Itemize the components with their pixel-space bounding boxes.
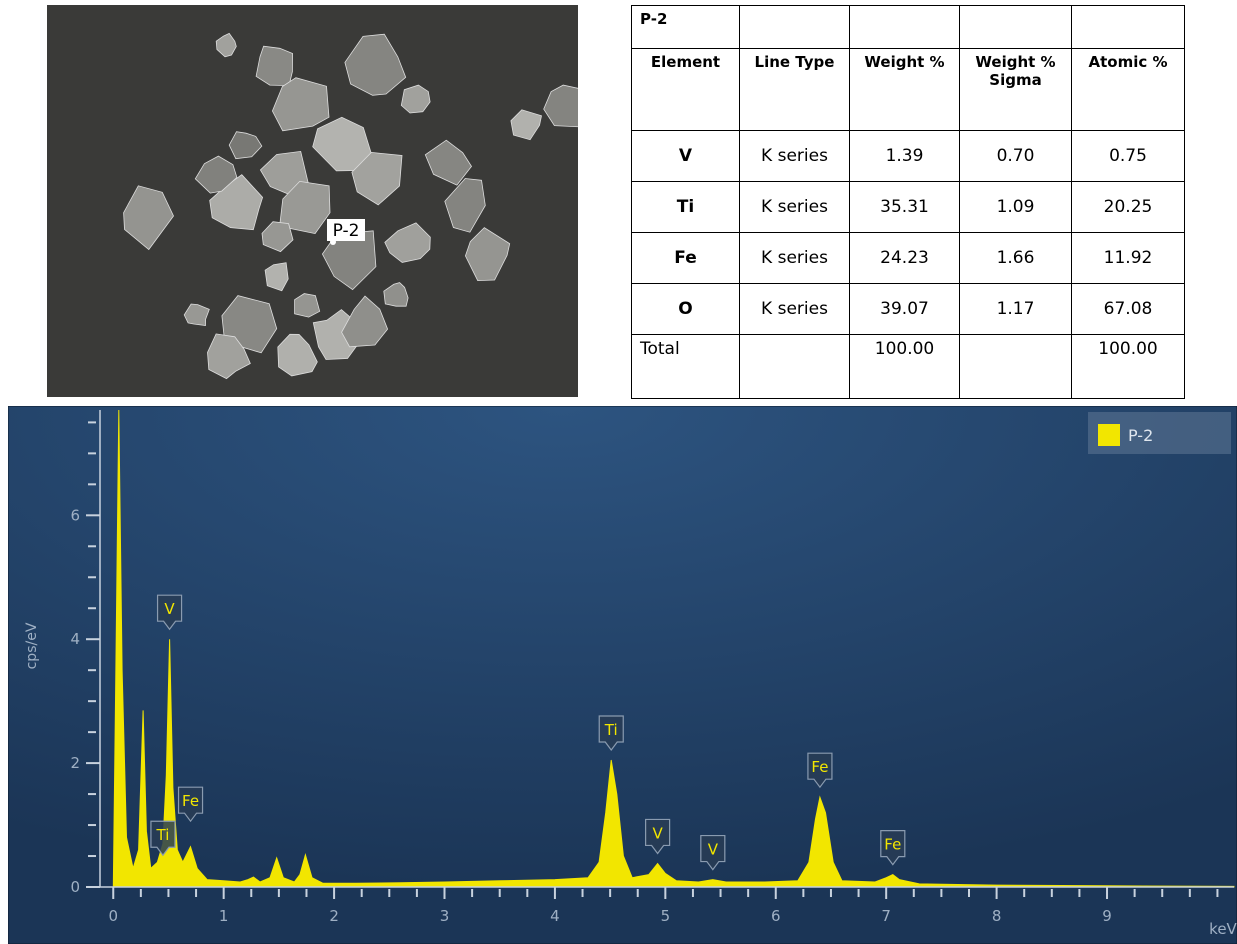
spectrum-chart: cps/eV keV 0 1 2 3 4 5 6 7 8 9 0 2 4 6 V Ti Fe Ti V V Fe Fe P-… bbox=[8, 406, 1237, 944]
x-tick-label: 9 bbox=[1102, 907, 1112, 925]
table-cell: K series bbox=[740, 284, 850, 335]
y-tick-label: 6 bbox=[70, 506, 80, 524]
table-cell: 1.09 bbox=[960, 182, 1072, 233]
x-tick-label: 5 bbox=[661, 907, 671, 925]
total-weight: 100.00 bbox=[850, 335, 960, 399]
table-cell: 35.31 bbox=[850, 182, 960, 233]
table-cell: 0.70 bbox=[960, 131, 1072, 182]
eds-table: P-2 Element Line Type Weight % Weight % … bbox=[631, 5, 1185, 399]
y-axis-label: cps/eV bbox=[24, 622, 40, 669]
table-cell: 67.08 bbox=[1072, 284, 1185, 335]
column-header: Weight % bbox=[850, 49, 960, 131]
table-cell: 1.17 bbox=[960, 284, 1072, 335]
x-tick-label: 0 bbox=[108, 907, 118, 925]
particle bbox=[256, 46, 293, 85]
peak-label-text: V bbox=[164, 600, 175, 618]
point-marker bbox=[330, 239, 336, 245]
legend-swatch bbox=[1098, 424, 1120, 446]
point-label: P-2 bbox=[333, 221, 360, 241]
table-cell: K series bbox=[740, 131, 850, 182]
table-cell: Ti bbox=[632, 182, 740, 233]
table-cell: 20.25 bbox=[1072, 182, 1185, 233]
table-cell: 39.07 bbox=[850, 284, 960, 335]
x-axis-label: keV bbox=[1209, 920, 1237, 938]
table-cell: O bbox=[632, 284, 740, 335]
particle bbox=[295, 294, 320, 318]
table-cell: 24.23 bbox=[850, 233, 960, 284]
total-atomic: 100.00 bbox=[1072, 335, 1185, 399]
legend-label: P-2 bbox=[1128, 426, 1153, 445]
column-header: Atomic % bbox=[1072, 49, 1185, 131]
x-tick-label: 4 bbox=[550, 907, 560, 925]
total-label: Total bbox=[632, 335, 740, 399]
table-cell: K series bbox=[740, 233, 850, 284]
peak-label-text: V bbox=[708, 841, 719, 859]
peak-label-text: Fe bbox=[182, 792, 199, 810]
table-cell: K series bbox=[740, 182, 850, 233]
legend-item: P-2 bbox=[1088, 412, 1231, 454]
peak-label-text: Fe bbox=[811, 758, 828, 776]
table-cell: 11.92 bbox=[1072, 233, 1185, 284]
x-tick-label: 6 bbox=[771, 907, 781, 925]
peak-label-text: Ti bbox=[156, 826, 170, 844]
table-title: P-2 bbox=[632, 6, 740, 49]
table-row: TiK series35.311.0920.25 bbox=[632, 182, 1185, 233]
peak-label-text: Ti bbox=[604, 721, 618, 739]
column-header: Weight % Sigma bbox=[960, 49, 1072, 131]
table-cell: Fe bbox=[632, 233, 740, 284]
y-tick-label: 4 bbox=[70, 630, 80, 648]
peak-label-text: V bbox=[652, 824, 663, 842]
page: {"sem": {"label": "P-2"}, "table": {"tit… bbox=[0, 0, 1237, 944]
column-header: Line Type bbox=[740, 49, 850, 131]
table-cell: 1.66 bbox=[960, 233, 1072, 284]
table-cell: V bbox=[632, 131, 740, 182]
x-tick-label: 3 bbox=[440, 907, 450, 925]
column-header: Element bbox=[632, 49, 740, 131]
y-tick-label: 0 bbox=[70, 878, 80, 896]
y-tick-label: 2 bbox=[70, 754, 80, 772]
x-tick-label: 8 bbox=[992, 907, 1002, 925]
x-tick-label: 1 bbox=[219, 907, 229, 925]
x-tick-label: 7 bbox=[881, 907, 891, 925]
table-cell: 0.75 bbox=[1072, 131, 1185, 182]
sem-image: P-2 bbox=[47, 5, 578, 397]
table-cell: 1.39 bbox=[850, 131, 960, 182]
peak-label-text: Fe bbox=[884, 836, 901, 854]
x-tick-label: 2 bbox=[329, 907, 339, 925]
